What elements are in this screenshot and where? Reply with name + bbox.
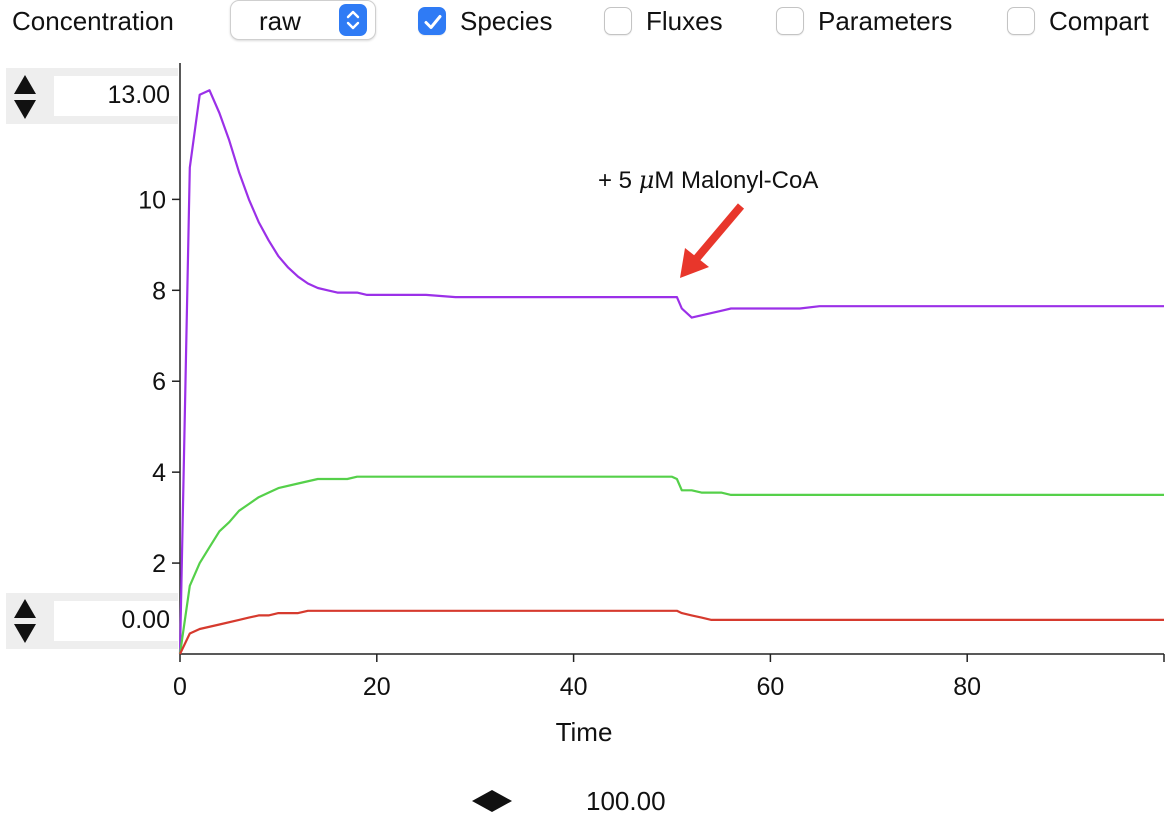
- series-line-0: [178, 89, 1164, 655]
- fluxes-checkbox[interactable]: [604, 7, 632, 35]
- y-tick-label: 8: [152, 277, 166, 305]
- y-min-spinbox: 0.00: [6, 593, 178, 649]
- x-tick-label: 20: [363, 673, 391, 701]
- up-arrow-icon: [14, 75, 36, 94]
- y-min-input[interactable]: 0.00: [54, 601, 178, 641]
- select-value: raw: [259, 6, 301, 36]
- y-min-stepper[interactable]: [12, 596, 38, 646]
- series-line-1: [178, 475, 1164, 655]
- parameters-checkbox[interactable]: [776, 7, 804, 35]
- x-tick-label: 0: [173, 673, 187, 701]
- y-tick-label: 6: [152, 368, 166, 396]
- y-max-stepper[interactable]: [12, 72, 38, 122]
- species-checkbox[interactable]: [418, 7, 446, 35]
- x-tick-label: 40: [560, 673, 588, 701]
- compartments-label: Compart: [1049, 6, 1149, 36]
- down-arrow-icon: [14, 624, 36, 643]
- checkmark-icon: [424, 15, 442, 29]
- y-tick-label: 2: [152, 550, 166, 578]
- x-max-stepper-icon[interactable]: [470, 788, 514, 814]
- compartments-checkbox[interactable]: [1007, 7, 1035, 35]
- annotation-arrow: [680, 203, 745, 278]
- y-tick-label: 4: [152, 459, 166, 487]
- chevron-updown-icon: [339, 4, 367, 36]
- x-axis-title: Time: [556, 717, 613, 747]
- y-max-spinbox: 13.00: [6, 68, 178, 124]
- fluxes-label: Fluxes: [646, 6, 723, 36]
- x-tick-label: 80: [953, 673, 981, 701]
- concentration-label: Concentration: [12, 6, 174, 36]
- down-arrow-icon: [14, 100, 36, 119]
- y-tick-label: 10: [138, 186, 166, 214]
- x-max-value[interactable]: 100.00: [586, 786, 666, 816]
- species-label: Species: [460, 6, 553, 36]
- y-max-input[interactable]: 13.00: [54, 76, 178, 116]
- parameters-label: Parameters: [818, 6, 953, 36]
- x-tick-label: 60: [756, 673, 784, 701]
- toolbar: Concentration raw Species Fluxes Paramet…: [0, 0, 1166, 52]
- up-arrow-icon: [14, 599, 36, 618]
- malonyl-coa-annotation: + 5 μM Malonyl-CoA: [598, 166, 818, 194]
- series-line-2: [179, 609, 1164, 655]
- concentration-mode-select[interactable]: raw: [230, 0, 376, 40]
